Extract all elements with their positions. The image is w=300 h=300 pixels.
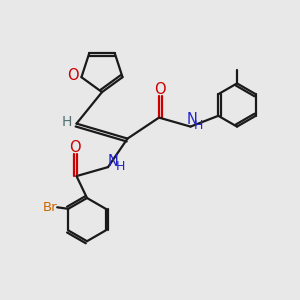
Text: O: O [67,68,79,83]
Text: O: O [154,82,166,97]
Text: N: N [108,154,119,169]
Text: H: H [62,115,72,129]
Text: H: H [194,118,204,132]
Text: H: H [116,160,125,173]
Text: O: O [69,140,81,155]
Text: Br: Br [43,201,58,214]
Text: N: N [187,112,197,128]
